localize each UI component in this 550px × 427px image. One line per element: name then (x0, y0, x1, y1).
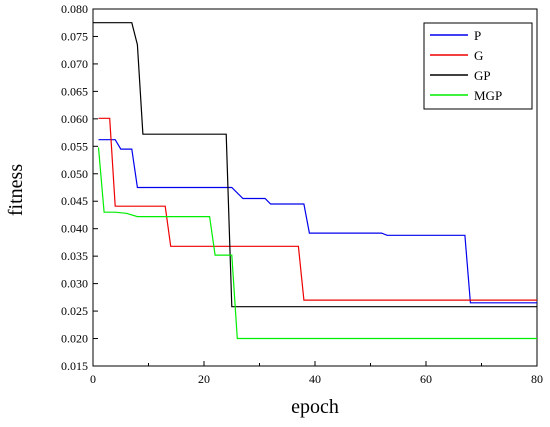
y-tick-label: 0.055 (61, 139, 88, 153)
axes-layer: 0 20 40 60 80 0.015 0.020 0.025 0.030 0.035 0.040 0… (61, 2, 543, 386)
legend: PG GP MGP (423, 22, 533, 110)
y-tick-label: 0.060 (61, 112, 88, 126)
x-tick-label: 0 (90, 372, 96, 386)
x-tick-label: 20 (198, 372, 210, 386)
y-tick-label: 0.040 (61, 222, 88, 236)
legend-label-p: P (474, 28, 481, 43)
series-layer (93, 22, 537, 340)
y-tick-label: 0.075 (61, 29, 88, 43)
y-tick-label: 0.035 (61, 249, 88, 263)
legend-label-mgp: MGP (474, 88, 502, 103)
legend-label-gp: GP (474, 68, 491, 83)
y-tick-label: 0.070 (61, 57, 88, 71)
y-tick-label: 0.050 (61, 167, 88, 181)
y-tick-label: 0.065 (61, 84, 88, 98)
x-tick-label: 80 (531, 372, 543, 386)
y-tick-label: 0.080 (61, 2, 88, 16)
y-tick-label: 0.030 (61, 277, 88, 291)
y-tick-label: 0.045 (61, 194, 88, 208)
y-tick-label: 0.015 (61, 359, 88, 373)
x-axis-title: epoch (291, 396, 339, 418)
series-line-gp (93, 22, 537, 308)
series-line-g (98, 117, 537, 301)
y-tick-label: 0.020 (61, 332, 88, 346)
series-line-p (98, 139, 537, 304)
series-line-mgp (97, 147, 537, 340)
y-tick-label: 0.025 (61, 304, 88, 318)
legend-label-g: G (474, 48, 483, 63)
x-tick-label: 60 (420, 372, 432, 386)
x-tick-label: 40 (309, 372, 321, 386)
y-axis-title: fitness (5, 164, 27, 216)
